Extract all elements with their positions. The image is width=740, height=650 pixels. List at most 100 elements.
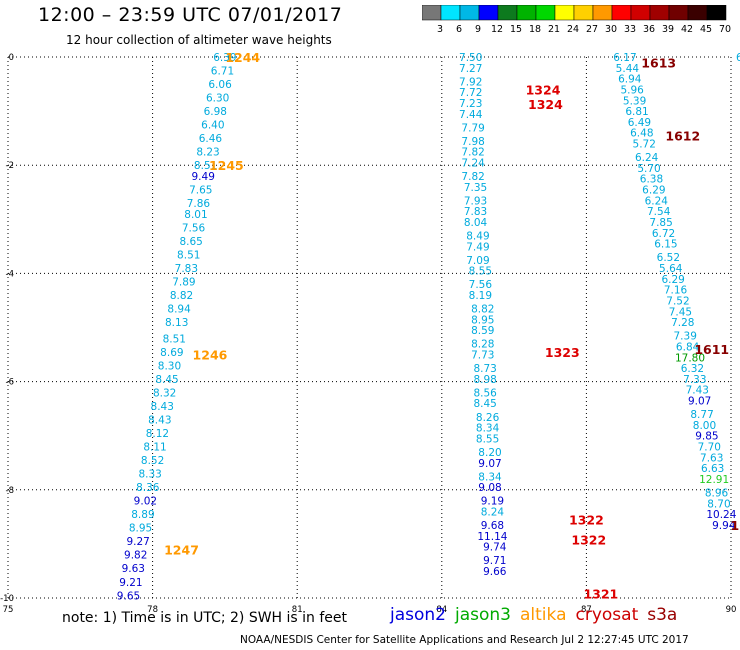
- wave-height-point: 7.52: [666, 295, 689, 307]
- wave-height-point: 7.45: [669, 306, 692, 318]
- wave-height-point: 7.44: [459, 109, 483, 121]
- wave-height-point: 8.45: [155, 374, 178, 386]
- colorbar-label: 12: [491, 24, 503, 35]
- wave-height-point: 8.30: [158, 360, 181, 372]
- wave-height-point: 9.82: [124, 550, 147, 562]
- wave-height-point: 6.52: [657, 252, 680, 264]
- wave-height-point: 7.09: [466, 255, 489, 267]
- wave-height-point: 7.93: [464, 195, 487, 207]
- x-tick-label: 84: [436, 605, 447, 615]
- pass-time-label: 1321: [583, 587, 618, 602]
- wave-height-point: 6.46: [199, 133, 223, 145]
- wave-height-point: 7.24: [461, 157, 485, 169]
- colorbar-label: 30: [605, 24, 617, 35]
- wave-height-point: 8.77: [690, 409, 713, 421]
- wave-height-point: 7.27: [459, 63, 482, 75]
- wave-height-point: 8.34: [478, 471, 502, 483]
- wave-height-point: 12.91: [699, 474, 729, 486]
- legend-jason2: jason2: [390, 605, 446, 625]
- wave-height-point: 5.64: [659, 263, 683, 275]
- wave-height-point: 17.80: [675, 352, 705, 364]
- pass-time-label: 1246: [193, 348, 228, 363]
- wave-height-point: 7.23: [459, 98, 482, 110]
- wave-height-point: 8.94: [167, 304, 191, 316]
- colorbar-swatch: [706, 5, 727, 21]
- colorbar-label: 33: [624, 24, 636, 35]
- page-subtitle: 12 hour collection of altimeter wave hei…: [66, 33, 332, 47]
- wave-height-point: 8.36: [136, 482, 160, 494]
- wave-height-point: 6.15: [654, 239, 677, 251]
- wave-height-point: 7.49: [466, 241, 489, 253]
- units-note: note: 1) Time is in UTC; 2) SWH is in fe…: [62, 610, 348, 626]
- wave-height-point: 8.55: [469, 266, 492, 278]
- wave-height-point: 7.85: [649, 217, 672, 229]
- wave-height-point: 9.19: [481, 496, 504, 508]
- pass-time-label: 1322: [569, 513, 604, 528]
- wave-height-point: 11.14: [477, 531, 507, 543]
- wave-height-point: 9.02: [134, 496, 157, 508]
- pass-time-label: 1613: [641, 55, 676, 70]
- wave-height-point: 6.29: [642, 185, 665, 197]
- wave-height-point: 6.72: [652, 228, 675, 240]
- wave-height-point: 5.72: [633, 139, 656, 151]
- colorbar-label: 24: [567, 24, 579, 35]
- wave-height-point: 8.28: [471, 339, 494, 351]
- wave-height-point: 7.86: [187, 198, 211, 210]
- wave-height-point: 8.96: [705, 488, 729, 500]
- wave-height-point: 8.51: [163, 333, 186, 345]
- wave-height-point: 8.51: [177, 249, 200, 261]
- wave-height-point: 7.16: [664, 285, 688, 297]
- wave-height-point: 7.73: [471, 350, 494, 362]
- x-tick-label: 81: [292, 605, 303, 615]
- pass-time-label: 1610: [730, 518, 740, 533]
- wave-height-point: 6.81: [625, 106, 648, 118]
- wave-height-point: 8.24: [481, 506, 505, 518]
- wave-height-point: 5.44: [616, 63, 640, 75]
- wave-height-point: 6.06: [208, 79, 232, 91]
- pass-time-label: 1612: [665, 128, 700, 143]
- wave-height-point: 8.11: [143, 442, 166, 454]
- wave-height-point: 8.70: [707, 498, 730, 510]
- wave-height-point: 9.07: [478, 458, 501, 470]
- wave-height-point: 8.13: [165, 317, 188, 329]
- wave-height-point: 7.50: [459, 52, 482, 64]
- wave-height-point: 8.04: [464, 217, 488, 229]
- wave-height-point: 8.82: [170, 290, 193, 302]
- wave-height-point: 6.24: [635, 152, 659, 164]
- colorbar-label: 15: [510, 24, 522, 35]
- x-tick-label: 90: [726, 605, 737, 615]
- pass-time-label: 1611: [694, 342, 729, 357]
- colorbar-label: 70: [719, 24, 731, 35]
- legend-altika: altika: [520, 605, 567, 625]
- wave-height-point: 6.38: [640, 174, 663, 186]
- satellite-legend: jason2 jason3 altika cryosat s3a: [390, 605, 686, 625]
- wave-height-point: 8.00: [693, 420, 716, 432]
- wave-height-point: 8.34: [476, 423, 500, 435]
- y-tick-label: -8: [6, 486, 14, 496]
- wave-height-point: 6.48: [630, 128, 653, 140]
- wave-height-point: 8.12: [146, 428, 169, 440]
- legend-s3a: s3a: [647, 605, 678, 625]
- x-tick-label: 75: [3, 605, 14, 615]
- wave-height-point: 7.33: [683, 374, 706, 386]
- wave-height-point: 8.51: [194, 160, 217, 172]
- wave-height-point: 8.69: [160, 347, 183, 359]
- wave-height-point: 7.92: [459, 76, 482, 88]
- wave-height-point: 9.08: [478, 482, 501, 494]
- legend-jason3: jason3: [455, 605, 511, 625]
- wave-height-point: 6.39: [213, 52, 236, 64]
- wave-height-point: 8.33: [138, 469, 161, 481]
- wave-height-point: 6.17: [613, 52, 636, 64]
- pass-time-label: 1322: [571, 533, 606, 548]
- colorbar-label: 18: [529, 24, 541, 35]
- colorbar-label: 36: [643, 24, 655, 35]
- wave-height-point: 6.24: [645, 195, 669, 207]
- wave-height-point: 6.32: [681, 363, 704, 375]
- wave-height-point: 8.20: [478, 447, 501, 459]
- wave-height-point: 8.59: [471, 325, 494, 337]
- wave-height-point: 6.30: [206, 93, 229, 105]
- pass-time-label: 1245: [209, 158, 244, 173]
- wave-height-point: 7.39: [674, 331, 697, 343]
- colorbar-label: 3: [437, 24, 443, 35]
